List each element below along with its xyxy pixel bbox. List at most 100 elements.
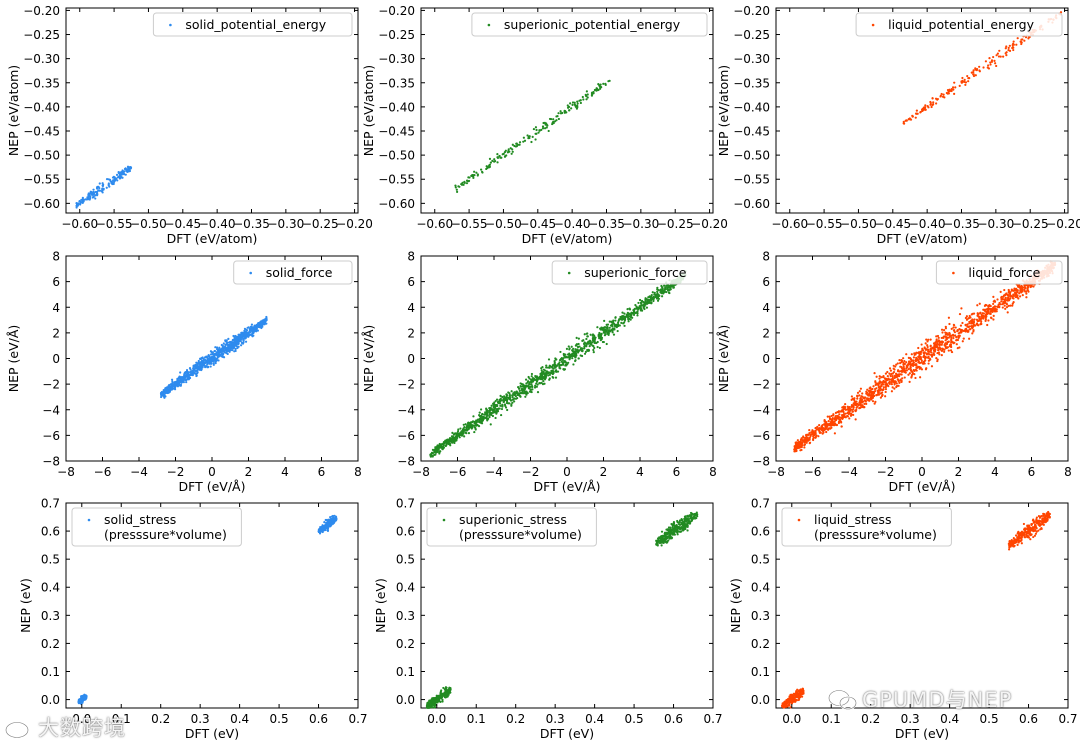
data-point: [848, 410, 851, 413]
data-point: [878, 377, 881, 380]
data-point: [963, 78, 966, 81]
data-point: [823, 428, 826, 432]
legend-marker: [952, 271, 955, 275]
data-point: [548, 378, 551, 381]
data-point: [534, 138, 537, 141]
data-point: [463, 426, 466, 429]
data-point: [840, 425, 843, 428]
data-point: [822, 431, 825, 434]
data-point: [98, 189, 102, 192]
data-point: [616, 329, 619, 333]
data-point: [575, 343, 578, 346]
data-point: [479, 417, 482, 420]
data-point: [866, 388, 869, 391]
data-point: [607, 80, 610, 83]
data-point: [992, 302, 995, 306]
data-point: [796, 444, 799, 447]
data-point: [932, 342, 936, 345]
data-point: [260, 322, 263, 325]
data-point: [938, 353, 941, 356]
data-point: [212, 363, 215, 366]
data-point: [614, 319, 617, 322]
data-point: [1008, 298, 1011, 301]
data-point: [941, 331, 944, 334]
data-point: [992, 308, 995, 311]
data-point: [1012, 40, 1015, 43]
data-point: [226, 349, 229, 353]
data-point: [909, 118, 912, 121]
data-point: [232, 334, 235, 338]
data-point: [971, 332, 974, 335]
data-point: [663, 284, 666, 287]
data-point: [936, 345, 939, 348]
data-point: [473, 170, 476, 173]
chart-1-2-xlabel: DFT (eV/Å): [889, 479, 956, 494]
data-point: [900, 380, 903, 384]
data-point: [964, 83, 967, 86]
y-tick-label: −0.55: [378, 173, 415, 187]
data-point: [248, 329, 252, 332]
data-point: [888, 367, 892, 370]
data-point: [829, 423, 832, 426]
data-point: [1007, 296, 1010, 299]
data-point: [639, 304, 642, 308]
data-point: [216, 355, 219, 359]
data-point: [938, 339, 941, 342]
data-point: [989, 61, 992, 64]
data-point: [803, 441, 806, 444]
data-point: [465, 182, 469, 185]
data-point: [470, 427, 473, 430]
y-tick-label: −0.40: [378, 100, 415, 114]
data-point: [930, 105, 933, 109]
data-point: [646, 298, 649, 302]
data-point: [989, 304, 992, 308]
data-point: [880, 383, 883, 386]
data-point: [803, 443, 806, 446]
data-point: [616, 323, 620, 326]
x-tick-label: −6: [94, 465, 112, 479]
data-point: [995, 54, 998, 57]
data-point: [815, 428, 818, 431]
data-point: [884, 385, 887, 389]
data-point: [101, 187, 104, 190]
data-point: [608, 320, 611, 323]
data-point: [1019, 295, 1022, 298]
data-point: [587, 348, 590, 351]
data-point: [509, 397, 512, 400]
data-point: [257, 323, 260, 326]
data-point: [211, 351, 214, 354]
data-point: [87, 192, 90, 195]
data-point: [126, 165, 130, 168]
data-point: [657, 297, 660, 300]
data-point: [1015, 291, 1018, 294]
data-point: [584, 342, 587, 345]
data-point: [952, 329, 956, 332]
data-point: [805, 434, 808, 437]
data-point: [967, 80, 970, 83]
y-tick-label: −0.50: [378, 149, 415, 163]
data-point: [485, 407, 488, 410]
data-point: [97, 185, 100, 189]
data-point: [490, 404, 493, 407]
y-tick-label: −0.60: [733, 197, 770, 211]
data-point: [623, 312, 626, 315]
data-point: [595, 89, 598, 92]
data-point: [866, 397, 869, 401]
data-point: [227, 337, 230, 340]
chart-0-0: −0.60−0.55−0.50−0.45−0.40−0.35−0.30−0.25…: [6, 4, 373, 246]
data-point: [905, 119, 908, 122]
data-point: [935, 357, 938, 360]
data-point: [241, 342, 245, 345]
data-point: [628, 307, 631, 310]
data-point: [471, 421, 474, 424]
data-point: [551, 375, 554, 379]
legend-marker: [871, 23, 875, 27]
data-point: [502, 152, 505, 156]
y-tick-label: −0.25: [733, 28, 770, 42]
data-point: [222, 356, 226, 359]
data-point: [185, 371, 188, 374]
data-point: [976, 304, 979, 307]
data-point: [671, 284, 674, 288]
data-point: [598, 331, 601, 335]
data-point: [918, 367, 921, 370]
